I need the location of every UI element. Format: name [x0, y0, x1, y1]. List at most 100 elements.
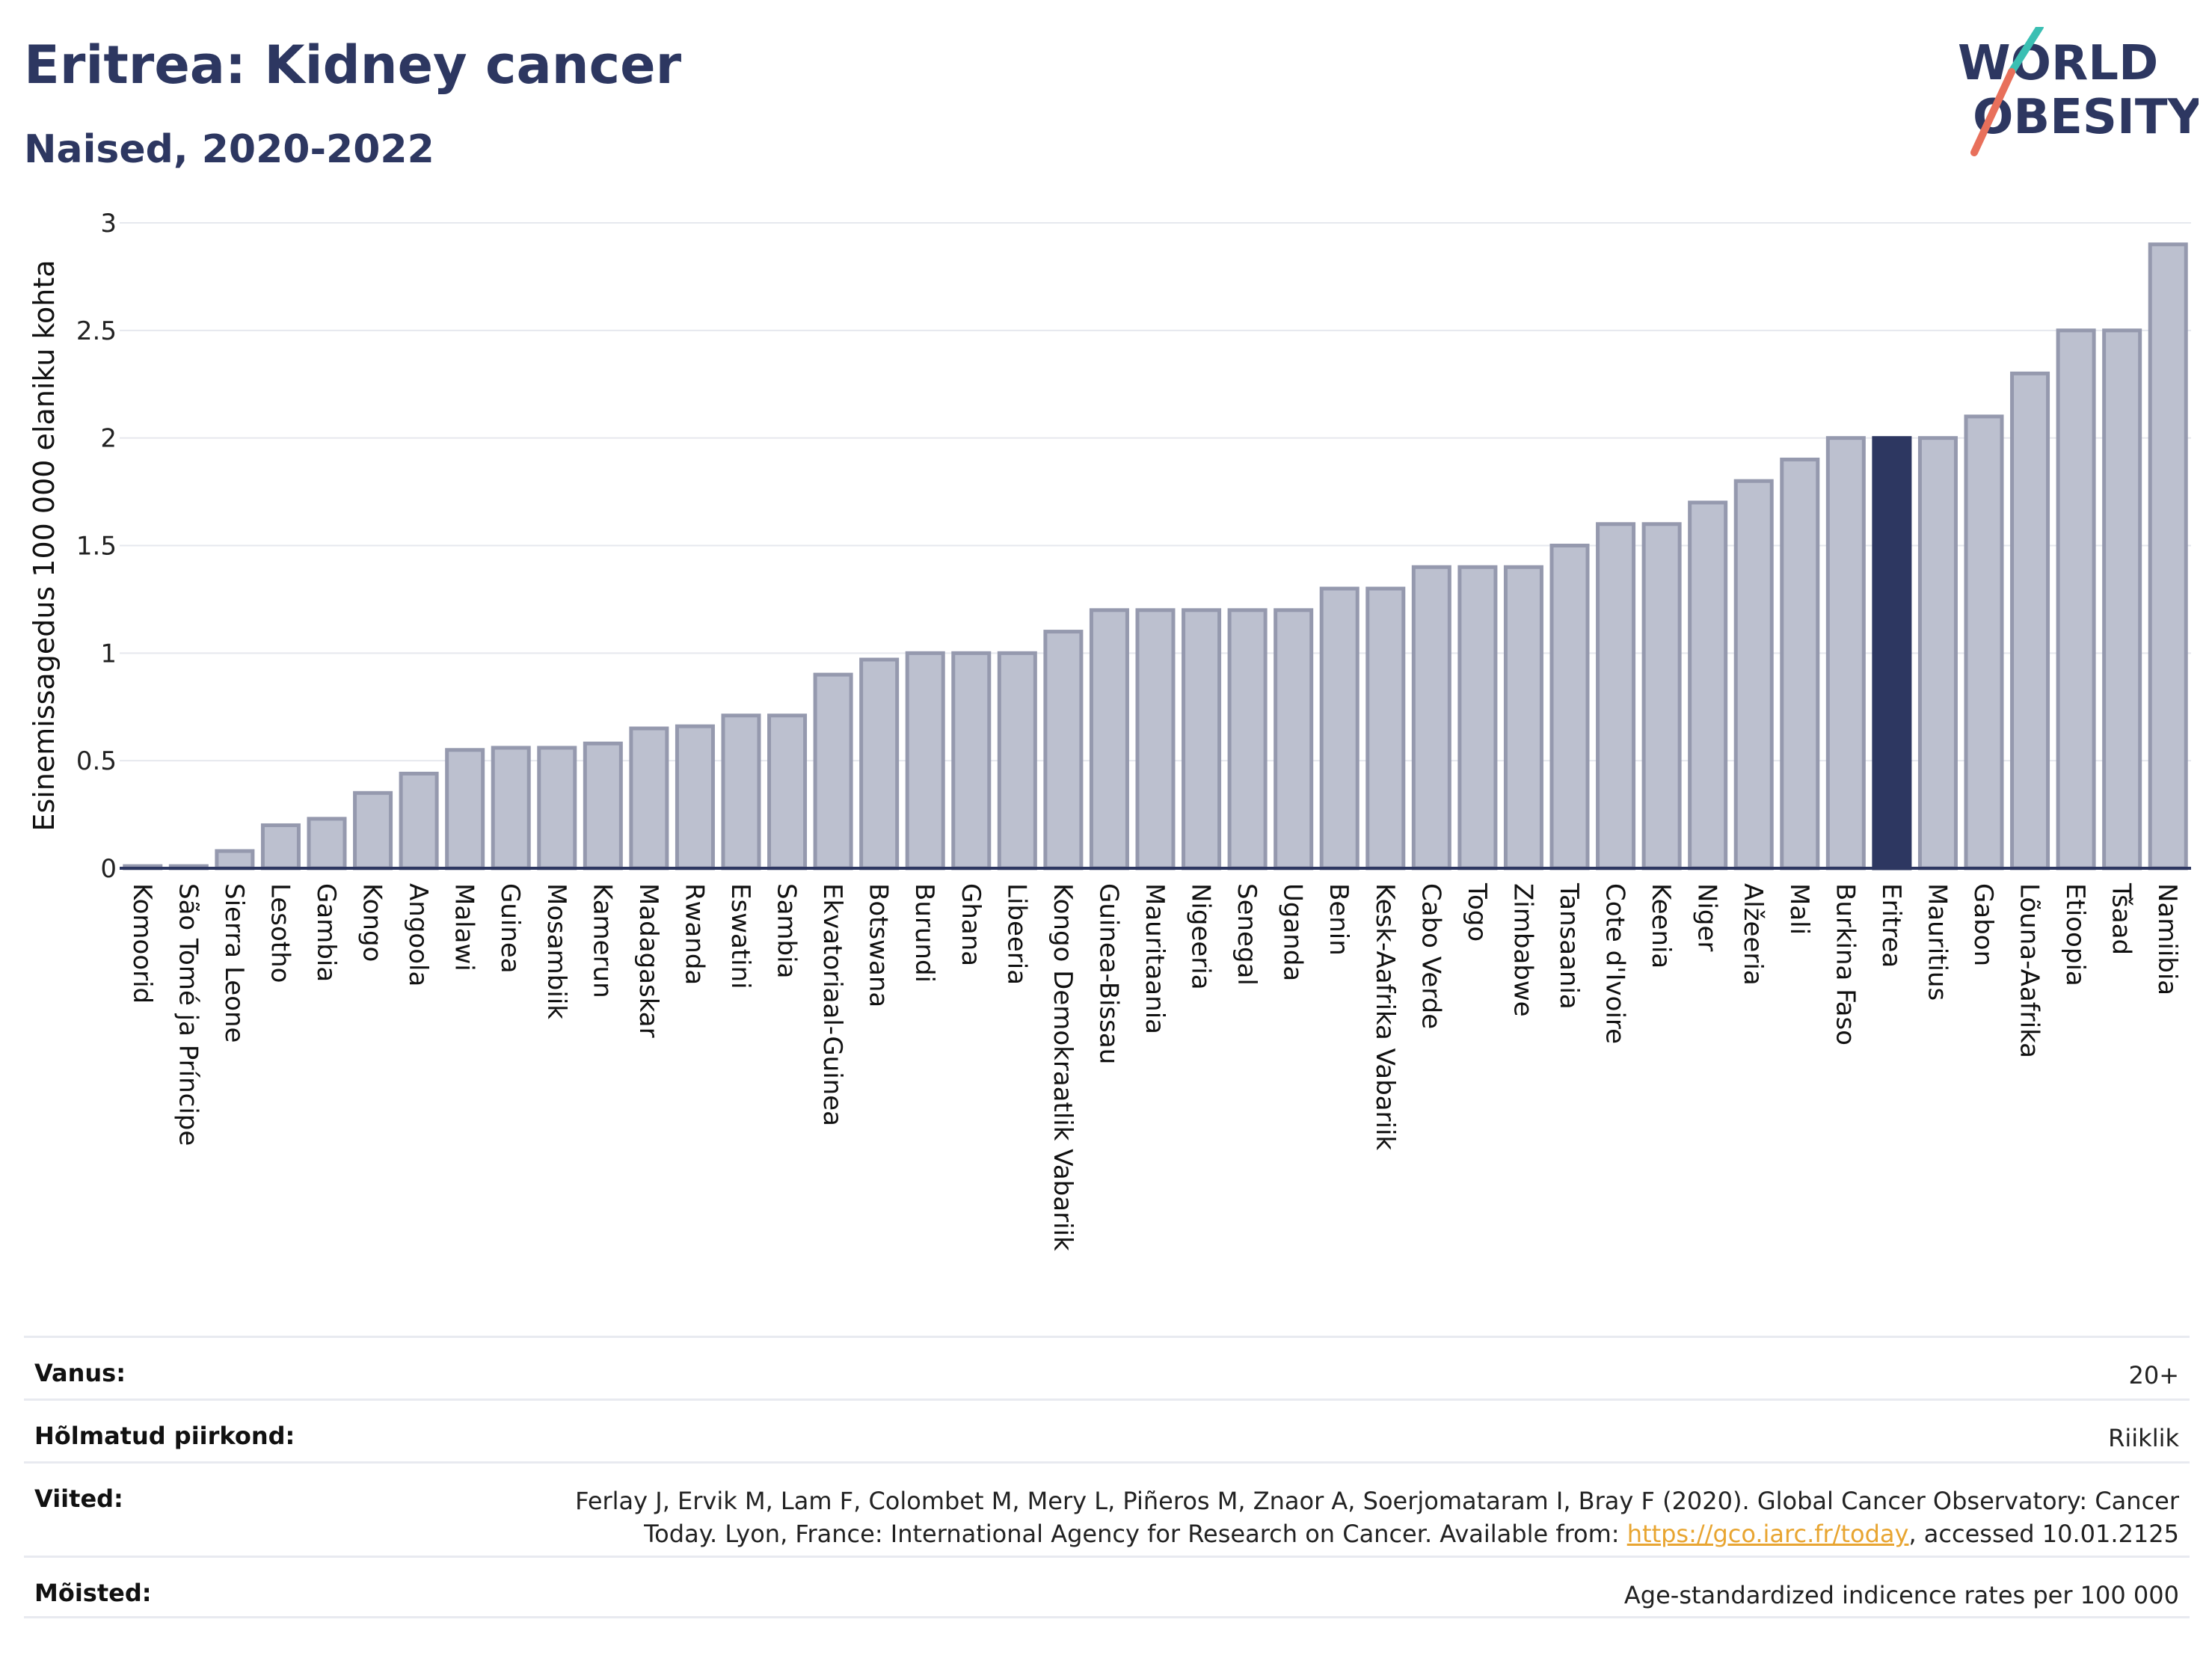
category-label: Nigeeria — [1186, 883, 1216, 990]
bar-t-aad — [2102, 328, 2142, 871]
category-label: Burundi — [909, 883, 939, 983]
category-label: Uganda — [1278, 883, 1308, 981]
bar-togo — [1457, 565, 1498, 871]
bar-tansaania — [1549, 544, 1590, 871]
category-label: Lesotho — [265, 883, 295, 983]
y-tick-label: 3 — [100, 209, 117, 239]
bar-cabo-verde — [1411, 565, 1451, 871]
bar-kamerun — [583, 741, 623, 871]
chart-title: Eritrea: Kidney cancer — [24, 34, 682, 96]
bar-angoola — [399, 771, 439, 871]
bar-ghana — [951, 651, 992, 871]
bar-guinea-bissau — [1089, 608, 1129, 871]
category-label: Ekvatoriaal-Guinea — [817, 883, 847, 1126]
bar-uganda — [1274, 608, 1314, 871]
logo-slash-coral — [1970, 68, 2015, 156]
bar-keenia — [1641, 522, 1682, 871]
category-label: Burkina Faso — [1830, 883, 1860, 1045]
bar-mosambiik — [537, 746, 577, 871]
category-label: Ghana — [956, 883, 986, 966]
category-label: Rwanda — [679, 883, 709, 985]
y-axis-title: Esinemissagedus 100 000 elaniku kohta — [28, 260, 61, 831]
category-label: Madagaskar — [633, 883, 663, 1038]
bar-nigeeria — [1182, 608, 1222, 871]
info-label-age: Vanus: — [34, 1359, 126, 1387]
bar-ekvatoriaal-guinea — [813, 672, 853, 871]
info-row-coverage: Hõlmatud piirkond: Riiklik — [24, 1398, 2190, 1461]
bar-eswatini — [721, 713, 761, 871]
category-label: Komoorid — [127, 883, 157, 1004]
bar-rwanda — [675, 724, 715, 871]
category-label: Guinea — [495, 883, 525, 974]
bar-gabon — [1964, 414, 2004, 871]
references-line2-post: , accessed 10.01.2125 — [1908, 1520, 2179, 1548]
category-label: Niger — [1692, 883, 1722, 951]
bar-mali — [1780, 457, 1820, 871]
bar-chart: 0 0.5 1 1.5 2 2.5 3 Komoorid São Tomé ja Prínci… — [28, 209, 2191, 1251]
chart-subtitle: Naised, 2020-2022 — [24, 127, 434, 172]
bar-cote-d-ivoire — [1596, 522, 1636, 871]
info-label-coverage: Hõlmatud piirkond: — [34, 1422, 295, 1450]
info-value-age: 20+ — [2128, 1361, 2179, 1390]
category-label: Sierra Leone — [219, 883, 249, 1043]
category-label: Kamerun — [587, 883, 617, 998]
category-label: Alžeeria — [1738, 883, 1768, 986]
category-label: Etioopia — [2060, 883, 2090, 986]
category-label: Gambia — [311, 883, 341, 982]
category-label: Kongo Demokraatlik Vabariik — [1048, 883, 1078, 1251]
category-label: Botswana — [864, 883, 894, 1007]
info-row-age: Vanus: 20+ — [24, 1336, 2190, 1398]
bar-al-eeria — [1733, 479, 1774, 871]
info-row-definitions: Mõisted: Age-standardized indicence rate… — [24, 1556, 2190, 1618]
category-label: Sambia — [772, 883, 802, 978]
info-row-references: Viited: Ferlay J, Ervik M, Lam F, Colomb… — [24, 1461, 2190, 1556]
category-label: São Tomé ja Príncipe — [173, 883, 203, 1146]
category-label: Cabo Verde — [1416, 883, 1446, 1029]
category-label: Angoola — [403, 883, 433, 986]
category-label: Namiibia — [2152, 883, 2182, 995]
info-value-references: Ferlay J, Ervik M, Lam F, Colombet M, Me… — [575, 1484, 2179, 1550]
category-label: Kesk-Aafrika Vabariik — [1370, 883, 1400, 1150]
info-label-references: Viited: — [34, 1484, 123, 1513]
y-tick-label: 1.5 — [76, 532, 117, 562]
bar-burkina-faso — [1825, 436, 1866, 871]
bar-zimbabwe — [1503, 565, 1543, 871]
category-label: Tansaania — [1554, 882, 1584, 1010]
category-label: Mosambiik — [541, 883, 571, 1019]
bar-etioopia — [2056, 328, 2096, 871]
bar-sambia — [767, 713, 808, 871]
logo-line1: WORLD — [1958, 36, 2158, 91]
category-label: Malawi — [449, 883, 479, 971]
y-tick-label: 1 — [100, 639, 117, 669]
category-label: Mauritius — [1922, 883, 1952, 1001]
y-tick-label: 0 — [100, 854, 117, 884]
category-label: Senegal — [1232, 883, 1262, 986]
category-label: Kongo — [357, 883, 387, 962]
category-label: Togo — [1462, 882, 1492, 942]
bar-eritrea — [1872, 436, 1912, 871]
y-tick-labels: 0 0.5 1 1.5 2 2.5 3 — [76, 209, 117, 884]
bar-guinea — [491, 746, 531, 871]
category-labels: Komoorid São Tomé ja Príncipe Sierra Leone… — [127, 882, 2182, 1251]
category-label: Tšaad — [2107, 882, 2136, 955]
category-label: Eritrea — [1876, 883, 1906, 968]
bar-sierra-leone — [215, 849, 255, 871]
bar-mauritius — [1917, 436, 1958, 871]
bar-madagaskar — [629, 726, 669, 871]
references-link[interactable]: https://gco.iarc.fr/today — [1626, 1520, 1909, 1548]
bar-namiibia — [2148, 242, 2188, 871]
world-obesity-logo: WORLD OBESITY — [1958, 27, 2199, 156]
category-label: Benin — [1324, 883, 1354, 956]
y-tick-label: 0.5 — [76, 746, 117, 776]
references-line1: Ferlay J, Ervik M, Lam F, Colombet M, Me… — [575, 1487, 2179, 1515]
info-value-coverage: Riiklik — [2108, 1424, 2179, 1452]
bars — [123, 242, 2188, 871]
logo-line2: OBESITY — [1973, 90, 2199, 145]
bar-gambia — [307, 817, 347, 871]
info-table: Vanus: 20+ Hõlmatud piirkond: Riiklik Vi… — [24, 1336, 2190, 1618]
bar-lesotho — [260, 823, 301, 871]
category-label: Eswatini — [725, 883, 755, 989]
category-label: Lõuna-Aafrika — [2015, 883, 2044, 1058]
y-tick-label: 2 — [100, 424, 117, 454]
info-value-definitions: Age-standardized indicence rates per 100… — [1623, 1581, 2179, 1609]
